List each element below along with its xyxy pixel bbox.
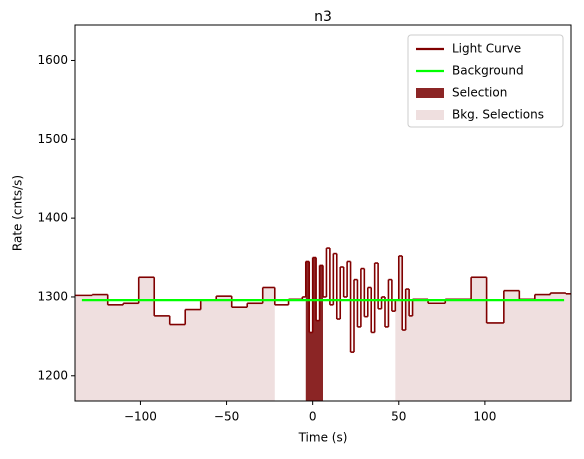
legend-label: Selection (452, 86, 507, 100)
x-axis-label: Time (s) (298, 431, 348, 445)
selection-fill (75, 277, 275, 401)
chart-title: n3 (314, 9, 332, 25)
x-tick-label: −100 (124, 410, 157, 424)
x-tick-label: 50 (391, 410, 406, 424)
selection-fill (305, 257, 323, 401)
y-tick-label: 1500 (37, 132, 68, 146)
x-tick-label: −50 (214, 410, 239, 424)
y-tick-label: 1600 (37, 53, 68, 67)
axes-frame (74, 24, 572, 402)
legend-label: Background (452, 64, 524, 78)
plot-area (75, 247, 571, 401)
y-axis-label: Rate (cnts/s) (11, 175, 25, 251)
legend-label: Light Curve (452, 42, 521, 56)
x-tick-label: 100 (473, 410, 496, 424)
y-tick-label: 1200 (37, 368, 68, 382)
selection-fill (395, 255, 571, 401)
legend-swatch (416, 88, 444, 98)
legend-label: Bkg. Selections (452, 108, 544, 122)
legend-box (407, 34, 564, 128)
x-tick-label: 0 (309, 410, 317, 424)
y-tick-label: 1400 (37, 211, 68, 225)
legend-swatch (416, 110, 444, 120)
y-tick-label: 1300 (37, 289, 68, 303)
legend: Light Curve Background Selection Bkg. Selec… (407, 34, 564, 128)
